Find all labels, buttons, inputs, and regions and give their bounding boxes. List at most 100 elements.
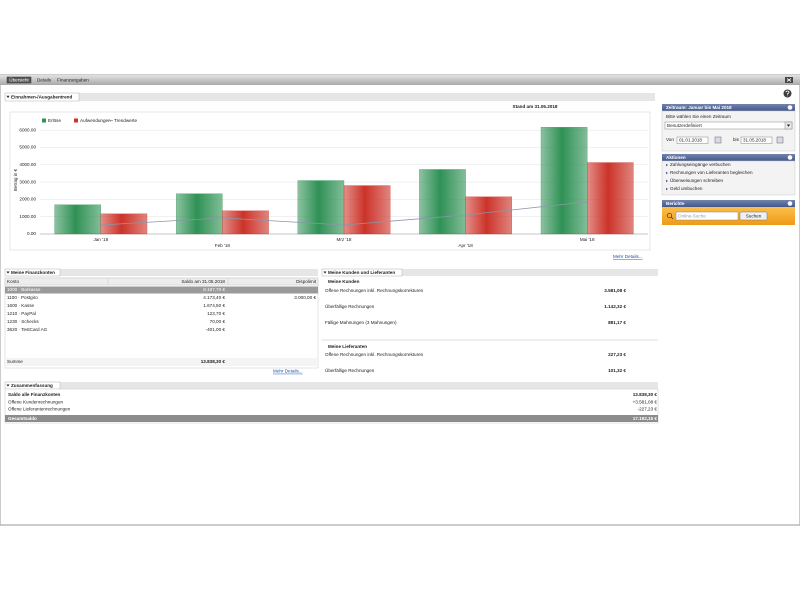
account-name[interactable]: 1000 · Barkasse	[7, 287, 41, 292]
summary-value: -227,23 €	[638, 407, 658, 412]
legend-swatch	[74, 118, 78, 123]
summary-label: Offene Kundenrechnungen	[8, 400, 64, 405]
legend-label: Erlöse	[48, 118, 61, 123]
collapse-icon[interactable]	[6, 95, 10, 98]
summary-value: +3.581,08 €	[633, 400, 658, 405]
panel-title: Berichte	[666, 201, 685, 206]
section-title: Zusammenfassung	[11, 383, 53, 388]
bar	[587, 162, 634, 235]
summary-rows: Saldo alle Finanzkonten 13.838,30 € Offene…	[8, 392, 657, 412]
tab-label: Details	[37, 78, 52, 83]
section-tab[interactable]	[4, 92, 80, 102]
account-balance: 123,70 €	[207, 311, 225, 316]
search-icon-handle	[670, 216, 674, 220]
period-selection: Benutzerdefiniert	[667, 123, 702, 128]
section-tab[interactable]	[321, 268, 403, 277]
tab[interactable]	[6, 76, 32, 84]
sum-value: 13.838,30 €	[201, 359, 226, 364]
from-label: Von	[666, 137, 674, 142]
x-tick-label: Mai '18	[580, 237, 595, 242]
chart: 0.00 1000.00 2000.00 3000.00 4000.00 5000.00 6…	[19, 118, 648, 248]
panel-header	[662, 154, 795, 161]
period-prompt: Bitte wählen Sie einen Zeitraum	[666, 114, 731, 119]
y-tick-label: 1000.00	[19, 214, 36, 219]
column-header[interactable]: Konto	[7, 279, 19, 284]
search-button[interactable]	[739, 211, 768, 221]
item-value: 1.142,32 €	[604, 304, 626, 309]
account-balance: 4.173,40 €	[203, 295, 225, 300]
x-tick-label: Apr '18	[458, 243, 473, 248]
section-bar	[5, 382, 658, 389]
tab-bar	[0, 75, 800, 85]
from-calendar[interactable]	[714, 136, 722, 144]
account-limit: 3.000,00 €	[294, 295, 316, 300]
to-date: 31.05.2018	[743, 138, 766, 143]
customer-rows: Offene Rechnungen inkl. Rechnungskorrekt…	[325, 288, 626, 325]
bullet	[666, 179, 668, 183]
search-placeholder: Online-Suche	[678, 213, 706, 218]
x-tick-label: Jan '18	[93, 237, 108, 242]
tab-label: Finanzangaben	[57, 78, 89, 83]
collapse-icon[interactable]	[6, 384, 10, 387]
action-list: Zahlungseingänge verbuchen Rechnungen von…	[666, 162, 753, 191]
search-input[interactable]	[675, 211, 739, 221]
bar	[54, 204, 101, 235]
account-name[interactable]: 1210 · PayPal	[7, 311, 36, 316]
bar	[297, 180, 345, 235]
stand-date: Stand am 31.05.2018	[513, 104, 558, 109]
collapse-icon[interactable]	[6, 271, 10, 274]
panel-body	[661, 110, 796, 152]
column-header[interactable]: Saldo am 31.05.2018	[181, 279, 225, 284]
account-name[interactable]: 1100 · Postgiro	[7, 295, 38, 300]
total-row	[5, 415, 658, 422]
help-icon	[785, 90, 790, 97]
supplier-rows: Offene Rechnungen inkl. Rechnungskorrekt…	[325, 352, 626, 373]
collapse-icon[interactable]	[323, 271, 327, 274]
group-title: Meine Kunden	[328, 279, 360, 284]
sum-row	[5, 358, 318, 366]
to-input[interactable]	[740, 136, 773, 144]
bullet	[666, 163, 668, 167]
x-tick-label: Mrz '18	[337, 237, 352, 242]
more-details-link[interactable]: Mehr Details...	[273, 369, 303, 374]
column-header[interactable]: Dispolimit	[296, 279, 317, 284]
account-name[interactable]: 1600 · Kasse	[7, 303, 35, 308]
more-details-link[interactable]: Mehr Details...	[613, 254, 643, 259]
tabs: Übersicht Details Finanzangaben	[6, 76, 89, 84]
bar	[222, 210, 269, 235]
from-date: 01.01.2018	[679, 138, 702, 143]
panel-toggle[interactable]	[787, 201, 793, 206]
account-balance: 1.674,50 €	[203, 303, 225, 308]
y-axis-label: Betrag in €	[13, 168, 18, 191]
action-link[interactable]: Rechnungen von Lieferanten begleichen	[670, 170, 753, 175]
summary-value: 13.838,30 €	[633, 392, 658, 397]
panel-toggle[interactable]	[787, 155, 793, 160]
tab-label: Übersicht	[9, 77, 29, 83]
from-input[interactable]	[676, 136, 709, 144]
section-tab[interactable]	[4, 268, 61, 277]
y-tick-label: 5000.00	[19, 145, 36, 150]
action-link[interactable]: Überweisungen schreiben	[670, 177, 724, 183]
y-tick-label: 0.00	[27, 231, 36, 236]
legend-swatch	[42, 118, 46, 123]
action-link[interactable]: Zahlungseingänge verbuchen	[670, 162, 731, 167]
item-label: Fällige Mahnungen (3 Mahnungen)	[325, 320, 397, 325]
action-link[interactable]: Geld umbuchen	[670, 186, 703, 191]
selected-row	[5, 286, 318, 294]
panel-toggle[interactable]	[787, 105, 793, 110]
item-label: Überfällige Rechnungen	[325, 367, 375, 373]
account-name[interactable]: 1230 · Schecks	[7, 319, 39, 324]
y-tick-label: 2000.00	[19, 197, 36, 202]
account-name[interactable]: 3620 · TestCard AG	[7, 327, 48, 332]
panel-header	[662, 200, 795, 207]
search-icon	[666, 212, 673, 219]
bar	[343, 185, 391, 235]
section-bar	[5, 93, 655, 101]
to-calendar[interactable]	[776, 136, 784, 144]
bar	[419, 169, 466, 235]
close-icon	[786, 78, 792, 82]
legend-label: Aufwendungen	[80, 118, 111, 123]
account-balance: 70,00 €	[210, 319, 226, 324]
legend-label: Trendwerte	[114, 118, 138, 123]
